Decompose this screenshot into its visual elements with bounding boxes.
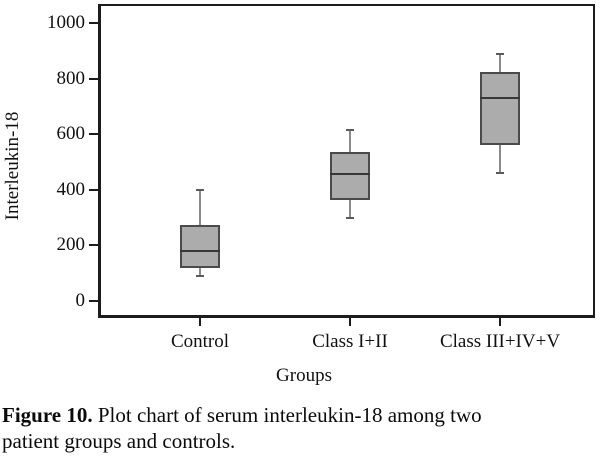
whisker-cap-min [346, 216, 354, 219]
x-tick-mark [349, 318, 351, 326]
whisker-cap-max [346, 128, 354, 131]
x-tick-mark [499, 318, 501, 326]
y-tick-label: 800 [56, 67, 86, 89]
caption-label: Figure 10. [2, 403, 93, 427]
caption-text-line1: Plot chart of serum interleukin-18 among… [97, 403, 482, 427]
y-tick-label: 400 [56, 178, 86, 200]
box [330, 152, 370, 200]
box [180, 224, 220, 268]
y-axis-label: Interleukin-18 [2, 111, 23, 221]
x-axis-label: Groups [276, 365, 332, 386]
whisker-cap-max [496, 52, 504, 55]
y-tick-label: 0 [75, 290, 86, 312]
median-line [330, 173, 370, 176]
median-line [180, 249, 220, 252]
median-line [480, 97, 520, 99]
y-tick-mark [89, 77, 98, 80]
figure-caption: Figure 10. Plot chart of serum interleuk… [2, 402, 592, 454]
x-category-label: Class I+II [312, 331, 388, 352]
y-tick-label: 1000 [47, 11, 85, 33]
x-category-label: Class III+IV+V [439, 331, 561, 352]
y-tick-mark [89, 300, 98, 303]
y-tick-label: 200 [56, 234, 86, 256]
y-tick-mark [89, 21, 98, 24]
y-tick-mark [89, 188, 98, 191]
box [480, 71, 520, 146]
whisker-cap-min [196, 275, 204, 277]
x-tick-mark [199, 318, 201, 326]
caption-text-line2: patient groups and controls. [2, 429, 236, 453]
x-category-label: Control [170, 331, 230, 352]
y-tick-mark [89, 244, 98, 247]
whisker-cap-max [196, 188, 204, 191]
y-tick-label: 600 [56, 123, 86, 145]
y-tick-mark [89, 133, 98, 136]
whisker-cap-min [496, 172, 504, 175]
